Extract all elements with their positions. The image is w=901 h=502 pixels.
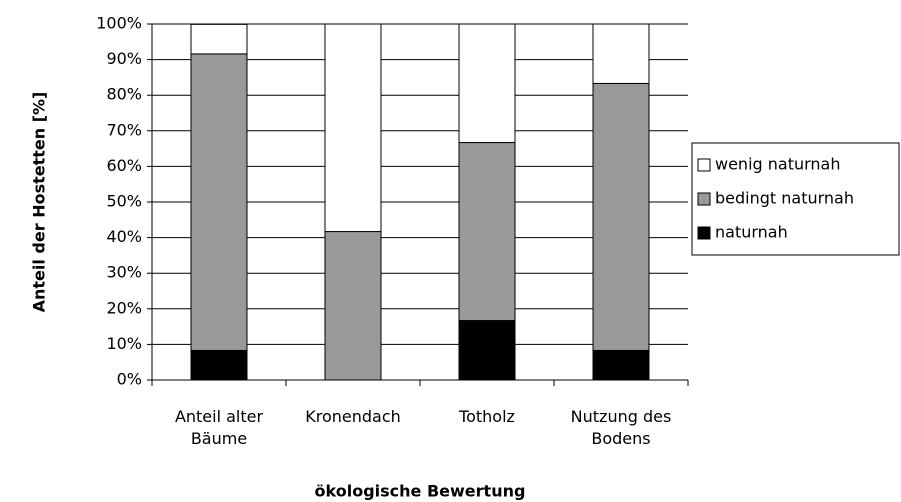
y-tick-label: 10% (106, 334, 142, 353)
y-tick-label: 0% (117, 370, 142, 389)
y-tick-label: 60% (106, 156, 142, 175)
x-tick-label: Nutzung des Bodens (570, 407, 672, 448)
legend-swatch (697, 158, 711, 172)
y-tick-label: 90% (106, 49, 142, 68)
bar-segment (190, 23, 248, 55)
y-tick-label: 70% (106, 120, 142, 139)
legend-label: naturnah (715, 223, 788, 242)
bar-segment (458, 320, 516, 381)
x-tick-label: Anteil alter Bäume (174, 407, 264, 448)
x-axis-title: ökologische Bewertung (315, 482, 526, 501)
x-tick-label: Totholz (459, 407, 515, 426)
bar-segment (324, 231, 382, 381)
bar-segment (592, 82, 650, 351)
y-tick-label: 100% (96, 14, 142, 33)
x-tick-label: Kronendach (305, 407, 401, 426)
legend-swatch (697, 226, 711, 240)
y-tick-label: 80% (106, 85, 142, 104)
legend-label: wenig naturnah (715, 155, 841, 174)
bar-segment (592, 23, 650, 84)
bar-segment (190, 349, 248, 381)
y-tick-label: 40% (106, 227, 142, 246)
bar-segment (458, 23, 516, 144)
bar-segment (592, 349, 650, 381)
legend-label: bedingt naturnah (715, 189, 854, 208)
bar-segment (458, 142, 516, 322)
y-tick-label: 50% (106, 192, 142, 211)
legend-box (691, 142, 900, 256)
legend-swatch (697, 192, 711, 206)
y-tick-label: 30% (106, 263, 142, 282)
y-tick-label: 20% (106, 298, 142, 317)
y-axis-title: Anteil der Hostetten [%] (30, 92, 49, 313)
bar-segment (190, 53, 248, 351)
bar-segment (324, 23, 382, 233)
